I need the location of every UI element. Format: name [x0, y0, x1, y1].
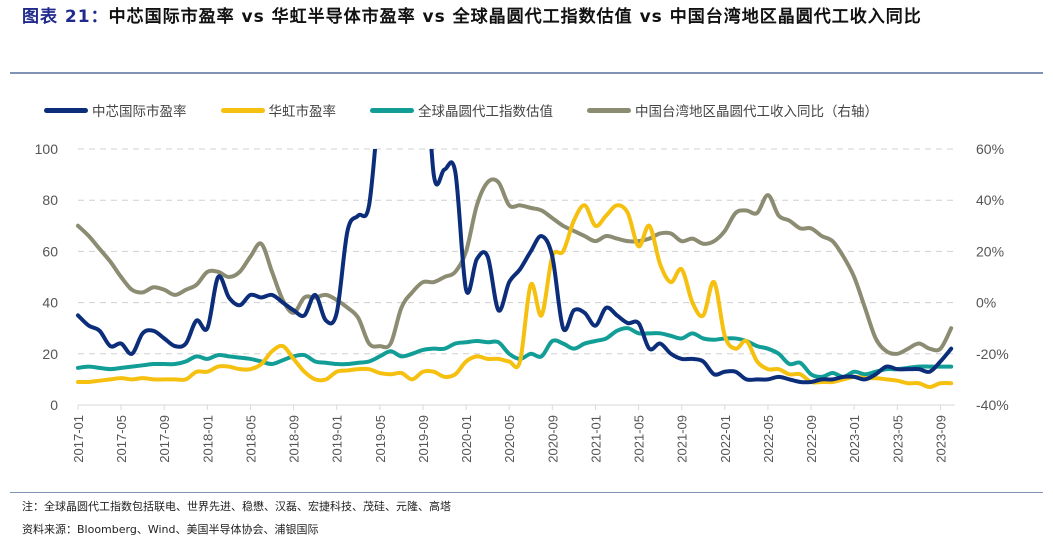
x-tick-label: 2023-09 [933, 415, 948, 463]
x-tick-label: 2019-05 [373, 415, 388, 463]
x-tick-label: 2020-05 [502, 415, 517, 463]
x-tick-label: 2018-05 [243, 415, 258, 463]
y2-tick-label: 60% [976, 141, 1004, 157]
bottom-divider [10, 492, 1043, 493]
legend-swatch-foundry-index [370, 107, 414, 113]
x-tick-label: 2023-01 [847, 415, 862, 463]
x-tick-label: 2020-01 [459, 415, 474, 463]
chart-legend: 中芯国际市盈率 华虹市盈率 全球晶圆代工指数估值 中国台湾地区晶圆代工收入同比（… [44, 100, 912, 120]
x-tick-label: 2021-05 [632, 415, 647, 463]
y-tick-label: 0 [50, 397, 58, 413]
legend-item-smic: 中芯国际市盈率 [44, 100, 187, 120]
legend-swatch-hua-hong [220, 107, 265, 113]
x-tick-label: 2020-09 [545, 415, 560, 463]
x-tick-label: 2021-01 [588, 415, 603, 463]
legend-swatch-smic [44, 107, 88, 113]
figure-title-text: 中芯国际市盈率 vs 华虹半导体市盈率 vs 全球晶圆代工指数估值 vs 中国台… [108, 7, 922, 27]
series-line-smic [76, 149, 954, 385]
x-tick-label: 2018-01 [200, 415, 215, 463]
y2-tick-label: 0% [976, 295, 996, 311]
legend-item-foundry-index: 全球晶圆代工指数估值 [370, 100, 553, 120]
figure-label: 图表 21： [22, 7, 109, 27]
y2-tick-label: -20% [976, 346, 1009, 362]
y-tick-label: 100 [35, 141, 59, 157]
x-tick-label: 2019-09 [416, 415, 431, 463]
figure-title: 图表 21：中芯国际市盈率 vs 华虹半导体市盈率 vs 全球晶圆代工指数估值 … [22, 4, 1042, 31]
x-tick-label: 2017-01 [71, 415, 86, 463]
x-tick-label: 2022-05 [761, 415, 776, 463]
legend-item-taiwan-revenue: 中国台湾地区晶圆代工收入同比（右轴） [587, 100, 878, 120]
y-tick-label: 40 [42, 295, 58, 311]
series-line-taiwan-revenue [76, 177, 954, 356]
x-tick-label: 2022-09 [804, 415, 819, 463]
x-tick-label: 2018-09 [287, 415, 302, 463]
y-tick-label: 60 [42, 243, 58, 259]
series-line-foundry-index [76, 326, 954, 379]
x-tick-label: 2017-05 [114, 415, 129, 463]
legend-item-hua-hong: 华虹市盈率 [220, 100, 337, 120]
x-tick-label: 2023-05 [890, 415, 905, 463]
chart-note: 注：全球晶圆代工指数包括联电、世界先进、稳懋、汉磊、宏捷科技、茂硅、元隆、高塔 [22, 500, 451, 513]
y2-tick-label: 20% [976, 243, 1004, 259]
legend-label-foundry-index: 全球晶圆代工指数估值 [418, 104, 553, 120]
series-line-hua-hong [76, 203, 954, 390]
x-tick-label: 2019-01 [330, 415, 345, 463]
x-tick-label: 2017-09 [157, 415, 172, 463]
y2-tick-label: -40% [976, 397, 1009, 413]
legend-label-taiwan-revenue: 中国台湾地区晶圆代工收入同比（右轴） [635, 104, 878, 120]
x-tick-label: 2022-01 [718, 415, 733, 463]
y2-tick-label: 40% [976, 192, 1004, 208]
legend-label-hua-hong: 华虹市盈率 [268, 104, 337, 120]
y-tick-label: 80 [42, 192, 58, 208]
chart-source: 资料来源：Bloomberg、Wind、美国半导体协会、浦银国际 [22, 523, 319, 536]
x-tick-label: 2021-09 [675, 415, 690, 463]
top-divider [10, 72, 1043, 74]
legend-swatch-taiwan-revenue [587, 107, 631, 113]
legend-label-smic: 中芯国际市盈率 [92, 104, 187, 120]
y-tick-label: 20 [42, 346, 58, 362]
